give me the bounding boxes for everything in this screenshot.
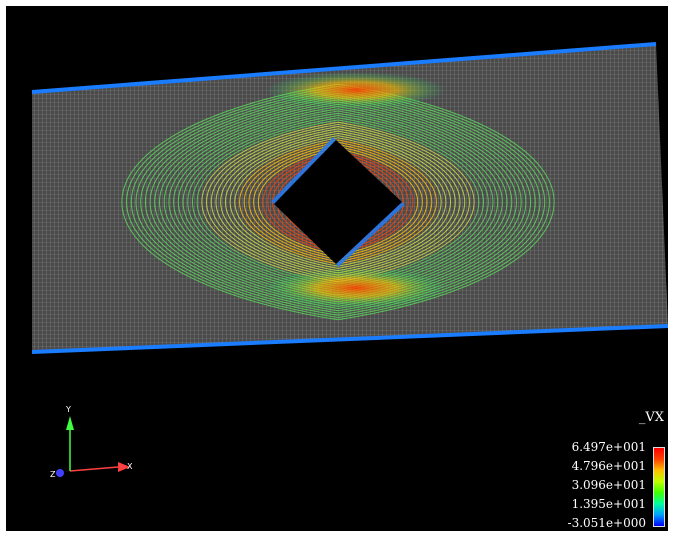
legend-tick: 1.395e+001: [571, 497, 646, 511]
y-axis-label: Y: [65, 405, 71, 414]
contour-line: [243, 141, 339, 263]
axis-triad: X Y Z: [50, 405, 133, 479]
contour-line: [234, 137, 339, 267]
contour-line: [248, 144, 339, 260]
contour-line: [267, 152, 339, 252]
contour-line: [224, 132, 339, 272]
contour-line: [337, 155, 405, 249]
contour-line: [191, 117, 339, 287]
legend-tick: 4.796e+001: [571, 459, 646, 473]
velocity-hotspots: [266, 72, 446, 308]
contour-line: [140, 92, 339, 312]
x-axis-label: X: [127, 462, 133, 471]
legend-tick: 3.096e+001: [571, 478, 646, 492]
contour-line: [337, 117, 485, 287]
contour-line: [201, 121, 339, 283]
contour-line: [196, 119, 339, 285]
contour-line: [337, 130, 456, 274]
contour-line: [337, 150, 414, 254]
plate-bottom-edge: [31, 324, 668, 354]
legend-title: _VX: [638, 410, 664, 425]
flow-visualization: X Y Z: [31, 42, 668, 479]
contour-line: [144, 94, 339, 310]
render-viewport[interactable]: X Y Z _VX 6.497e+001 4.796e+001 3.096e+0…: [6, 6, 668, 531]
contour-line: [337, 139, 437, 265]
contour-line: [121, 83, 339, 321]
contour-line: [210, 126, 339, 278]
contour-line: [337, 128, 461, 276]
contour-line: [149, 97, 339, 307]
contour-line: [337, 135, 447, 269]
contour-line: [337, 123, 470, 281]
contour-line: [253, 146, 339, 258]
contour-line: [220, 130, 339, 274]
contour-line: [168, 106, 339, 298]
contour-line: [337, 146, 423, 258]
contour-line: [173, 108, 339, 296]
contour-line: [337, 115, 489, 289]
contour-line: [337, 126, 466, 278]
contour-line: [239, 139, 339, 265]
contour-line: [337, 119, 480, 285]
contour-line: [163, 103, 339, 301]
contour-line: [257, 148, 339, 256]
contour-line: [337, 137, 442, 267]
contour-line: [159, 101, 339, 303]
contour-line: [187, 115, 339, 289]
contour-line: [337, 152, 409, 252]
contour-line: [215, 128, 339, 276]
contour-line: [337, 83, 555, 321]
contour-line: [262, 150, 339, 254]
contour-line: [337, 112, 494, 292]
contour-line: [130, 88, 339, 316]
contour-line: [182, 112, 339, 292]
legend-tick: 6.497e+001: [571, 440, 646, 454]
contour-line: [229, 135, 339, 269]
contour-line: [135, 90, 339, 314]
contour-line: [177, 110, 339, 294]
z-axis-label: Z: [50, 470, 56, 479]
contour-line: [337, 132, 452, 272]
color-scale-bar: [653, 447, 665, 527]
square-obstacle: [274, 140, 402, 264]
contour-line: [206, 123, 339, 281]
contour-line: [126, 86, 339, 318]
contour-line: [154, 99, 339, 305]
contour-line: [337, 144, 428, 260]
contour-line: [337, 141, 433, 263]
contour-line: [337, 148, 419, 256]
contour-line: [337, 121, 475, 283]
legend-tick: -3.051e+000: [567, 516, 646, 530]
plate-top-edge: [31, 42, 657, 94]
